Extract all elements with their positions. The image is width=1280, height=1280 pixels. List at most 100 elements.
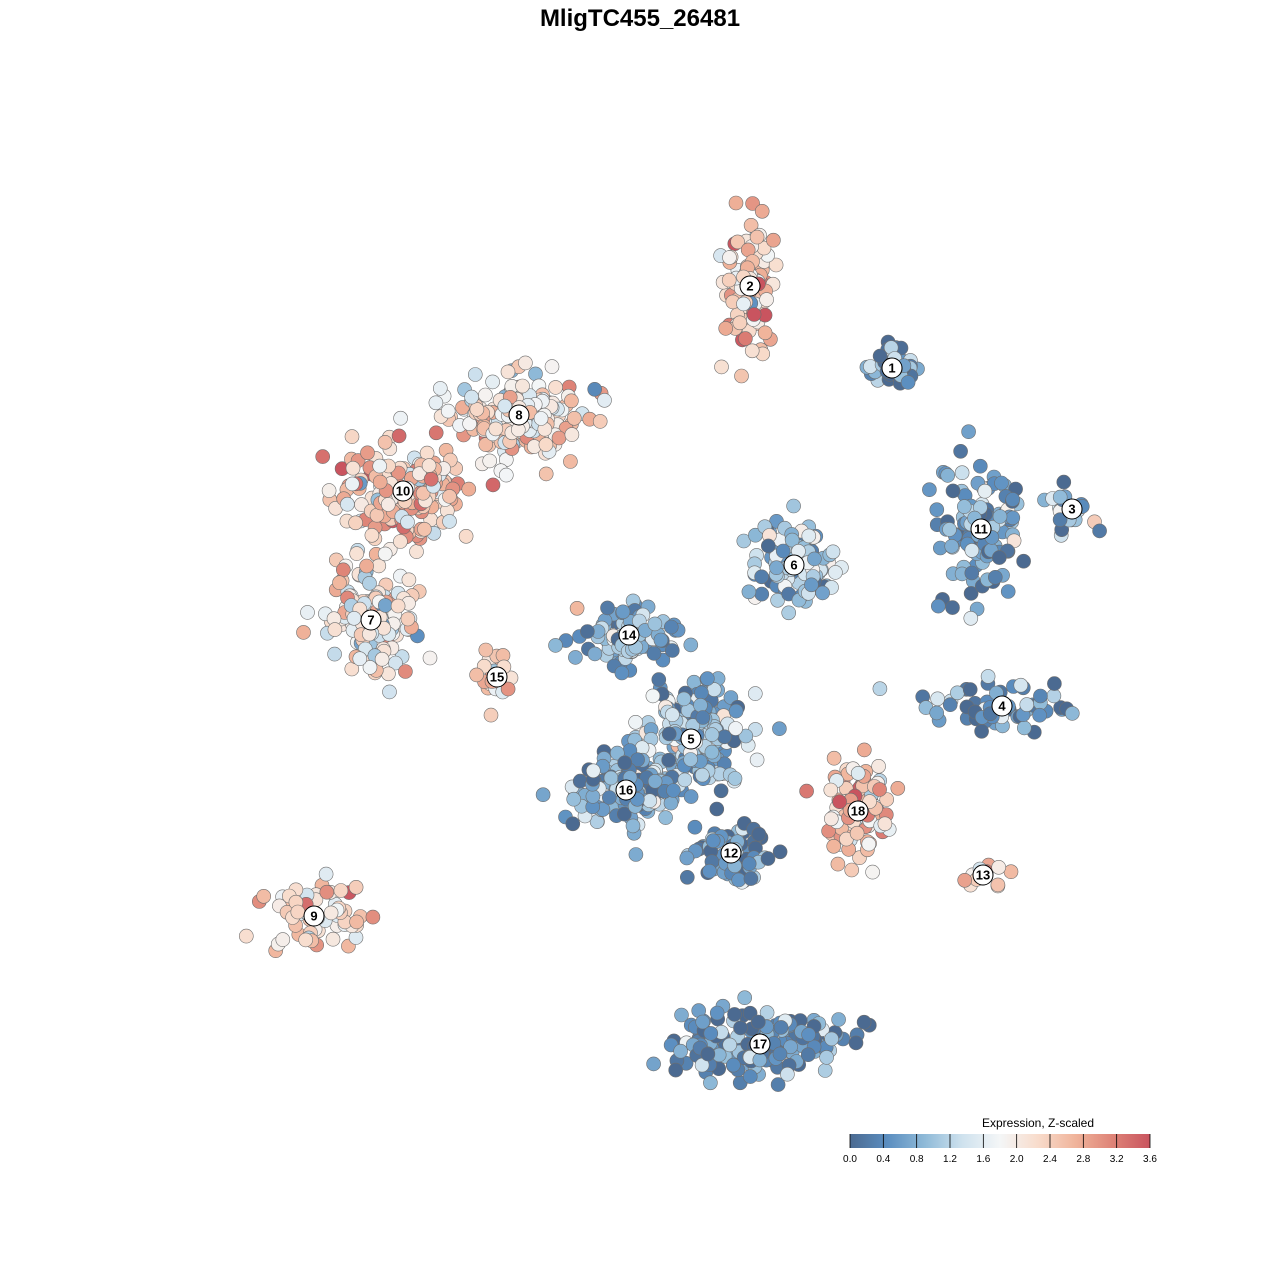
data-points xyxy=(239,195,1107,1092)
cell-point-cluster-12 xyxy=(731,872,747,888)
cell-point-cluster-10 xyxy=(400,514,415,530)
colorbar-tick-label: 1.2 xyxy=(943,1154,957,1165)
cell-point-cluster-16 xyxy=(609,745,625,761)
cluster-label-1: 1 xyxy=(881,357,903,379)
cell-point-cluster-15 xyxy=(500,681,516,697)
cell-point-cluster-6 xyxy=(828,565,843,580)
cell-point-cluster-18 xyxy=(856,742,872,758)
cell-point-cluster-6 xyxy=(807,551,822,567)
cell-point-cluster-11 xyxy=(963,586,979,601)
cell-point-cluster-17 xyxy=(668,1062,684,1078)
cell-point-cluster-16 xyxy=(603,770,619,786)
cell-point-cluster-7 xyxy=(377,598,393,613)
cell-point-cluster-11 xyxy=(930,598,946,614)
cluster-label-6: 6 xyxy=(783,554,805,576)
colorbar-tick-label: 1.6 xyxy=(976,1154,990,1165)
cell-point-cluster-6 xyxy=(770,592,785,608)
cell-point-cluster-17 xyxy=(750,1014,766,1030)
cell-point-cluster-2 xyxy=(745,196,760,211)
cell-point-cluster-18 xyxy=(830,856,846,872)
cell-point-cluster-17 xyxy=(801,1027,816,1042)
chart-title: MligTC455_26481 xyxy=(540,5,740,32)
cell-point-cluster-7 xyxy=(332,575,347,591)
cell-point-cluster-5 xyxy=(695,710,711,725)
cluster-label-text: 1 xyxy=(888,361,895,376)
cell-point-cluster-4 xyxy=(1047,676,1062,691)
cell-point-cluster-10 xyxy=(428,425,444,441)
cluster-label-badge xyxy=(847,800,869,822)
cell-point-cluster-12 xyxy=(679,869,695,885)
cell-point-cluster-5 xyxy=(665,707,680,723)
cell-point-cluster-10 xyxy=(377,546,393,562)
cell-point-cluster-7 xyxy=(327,622,343,637)
cell-point-cluster-4 xyxy=(974,723,989,739)
cell-point-cluster-5 xyxy=(694,685,709,701)
cell-point-cluster-8 xyxy=(597,392,612,408)
cell-point-cluster-14 xyxy=(647,616,663,632)
cell-point-cluster-4 xyxy=(950,685,965,701)
cell-point-cluster-17 xyxy=(819,1050,834,1065)
cell-point-cluster-6 xyxy=(741,584,757,600)
cell-point-cluster-13 xyxy=(957,872,973,888)
cell-point-cluster-7 xyxy=(359,558,374,574)
cell-point-cluster-7 xyxy=(390,598,406,614)
cell-point-cluster-11 xyxy=(1005,510,1021,526)
cell-point-cluster-2 xyxy=(718,321,734,336)
cell-point-cluster-13 xyxy=(991,859,1007,875)
cell-point-cluster-14 xyxy=(615,604,631,620)
cell-point-cluster-6 xyxy=(769,560,784,576)
cell-point-cluster-17 xyxy=(856,1014,872,1030)
cluster-label-7: 7 xyxy=(360,609,382,631)
cell-point-cluster-14 xyxy=(664,643,680,658)
cell-point-cluster-9 xyxy=(325,931,341,947)
cell-point-cluster-16 xyxy=(683,752,698,767)
cell-point-cluster-18 xyxy=(823,811,839,827)
cell-point-cluster-8 xyxy=(563,454,578,469)
cell-point-cluster-18 xyxy=(872,782,887,797)
cell-point-cluster-17 xyxy=(772,1046,788,1062)
cell-point-cluster-2 xyxy=(768,257,784,273)
cell-point-cluster-18 xyxy=(826,750,842,766)
colorbar-tick-label: 0.8 xyxy=(910,1154,924,1165)
cluster-label-text: 16 xyxy=(619,783,633,798)
cell-point-cluster-8 xyxy=(478,437,494,452)
cluster-label-badge xyxy=(739,275,761,297)
cluster-label-badge xyxy=(970,518,992,540)
cell-point-cluster-18 xyxy=(823,782,839,798)
cluster-label-text: 12 xyxy=(724,846,738,861)
cell-point-cluster-2 xyxy=(736,296,751,312)
cell-point-cluster-10 xyxy=(372,474,388,490)
cell-point-cluster-7 xyxy=(388,655,403,671)
cell-point-cluster-8 xyxy=(485,374,500,390)
cell-point-cluster-7 xyxy=(300,605,315,620)
cell-point-cluster-4 xyxy=(929,705,945,721)
cell-point-cluster-5 xyxy=(704,727,720,742)
cell-point-cluster-8 xyxy=(497,398,513,414)
cell-point-cluster-5 xyxy=(728,703,744,719)
cell-point-cluster-5 xyxy=(628,714,643,730)
cell-point-cluster-6 xyxy=(825,544,841,560)
cell-point-cluster-5 xyxy=(676,691,692,707)
cell-point-cluster-11 xyxy=(940,468,956,483)
cell-point-cluster-1 xyxy=(900,375,916,390)
cell-point-cluster-2 xyxy=(743,218,759,233)
cell-point-cluster-17 xyxy=(752,1052,768,1068)
cell-point-cluster-16 xyxy=(642,793,658,809)
cell-point-cluster-11 xyxy=(1016,553,1031,569)
cell-point-cluster-10 xyxy=(344,429,360,444)
cell-point-cluster-9 xyxy=(239,928,254,944)
cluster-label-badge xyxy=(618,624,640,646)
cell-point-cluster-12 xyxy=(772,844,788,860)
cell-point-cluster-10 xyxy=(423,471,439,487)
color-legend: Expression, Z-scaled 0.0 0.4 0.8 1.2 1.6 2.0 2… xyxy=(843,1116,1157,1165)
cell-point-cluster-5 xyxy=(772,721,787,737)
cell-point-cluster-2 xyxy=(732,315,748,331)
cell-point-cluster-18 xyxy=(877,816,893,832)
cell-point-cluster-10 xyxy=(364,527,380,543)
cell-point-cluster-9 xyxy=(290,904,306,920)
cell-point-cluster-8 xyxy=(464,389,479,405)
cell-point-cluster-11 xyxy=(1005,492,1021,507)
cell-point-cluster-7 xyxy=(422,650,438,666)
cell-point-cluster-11 xyxy=(991,550,1007,565)
